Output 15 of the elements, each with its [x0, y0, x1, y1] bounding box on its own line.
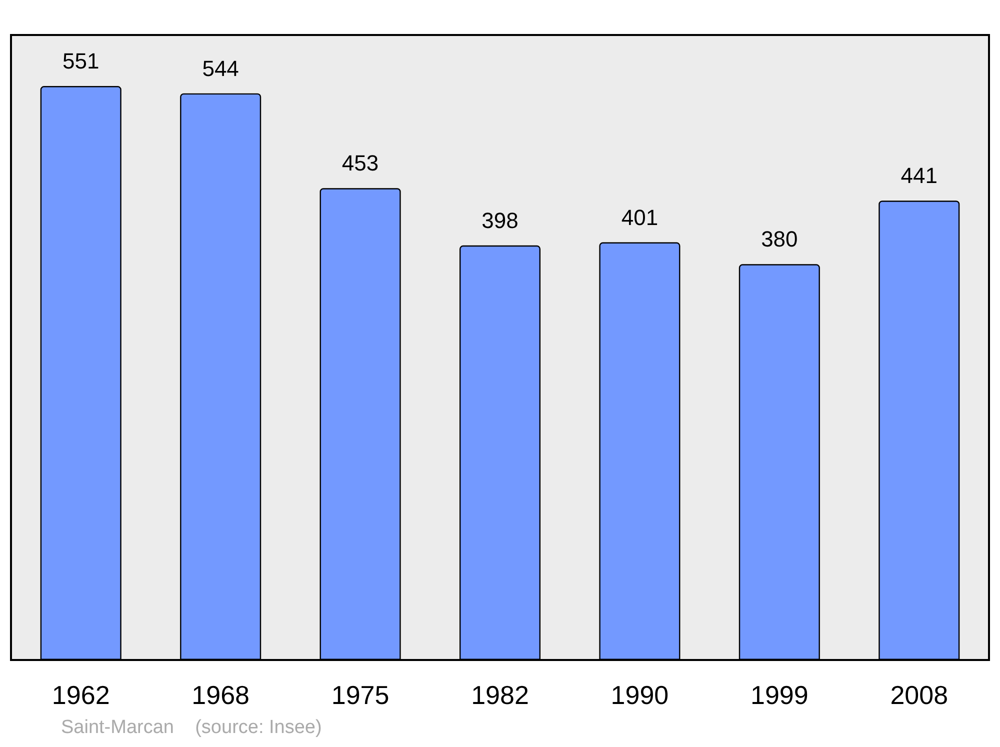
x-tick-label: 1962 — [52, 680, 110, 710]
data-label: 398 — [482, 208, 518, 233]
x-tick-label: 1990 — [610, 680, 669, 710]
x-tick-label: 1968 — [192, 680, 250, 710]
data-label: 551 — [62, 48, 100, 74]
data-label: 380 — [761, 226, 798, 252]
data-label: 401 — [621, 204, 658, 230]
data-label: 544 — [202, 56, 239, 81]
x-tick-label: 1999 — [750, 680, 808, 710]
text: Saint-Marcan (source: Insee) — [61, 717, 322, 738]
data-label: 441 — [900, 163, 938, 188]
data-label: 453 — [342, 150, 379, 176]
x-tick-label: 1975 — [331, 680, 390, 710]
x-tick-label: 2008 — [890, 680, 948, 710]
x-tick-label: 1982 — [471, 680, 529, 710]
